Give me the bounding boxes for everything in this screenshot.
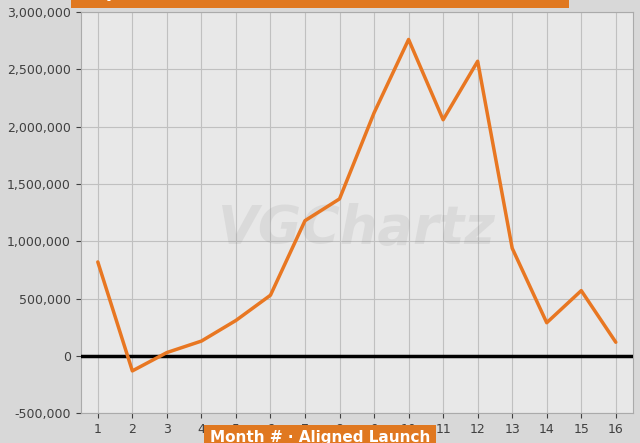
Text: Month # · Aligned Launch: Month # · Aligned Launch: [210, 430, 430, 443]
Text: Gap Charts - PS5+XS vs PS4+X1 - PS5+XS Lead: Gap Charts - PS5+XS vs PS4+X1 - PS5+XS L…: [79, 0, 561, 1]
Text: VGChartz: VGChartz: [218, 203, 496, 255]
